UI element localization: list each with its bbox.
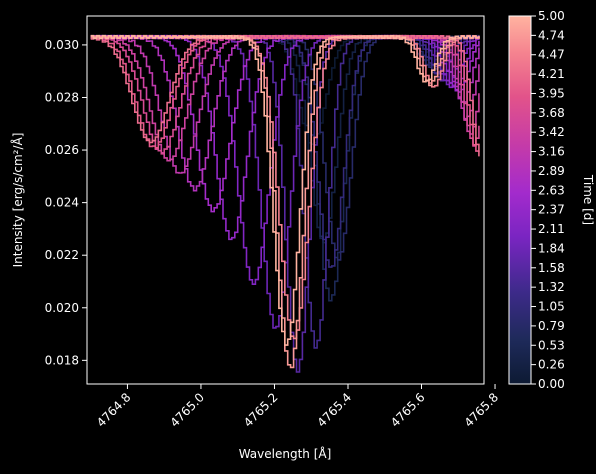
colorbar-tick-label: 3.68 — [538, 106, 565, 120]
y-tick-label: 0.018 — [45, 353, 79, 367]
colorbar-tick-label: 0.53 — [538, 338, 565, 352]
colorbar-label: Time [d] — [581, 174, 595, 225]
series-line — [90, 34, 480, 346]
colorbar-tick-label: 0.26 — [538, 358, 565, 372]
y-axis: 0.018 0.020 0.022 0.024 0.026 0.028 0.030 — [45, 38, 87, 367]
series-line — [90, 34, 480, 157]
y-tick-label: 0.026 — [45, 143, 79, 157]
x-tick-label: 4765.2 — [241, 390, 281, 430]
x-axis: 4764.8 4765.0 4765.2 4765.4 4765.6 4765.8 — [94, 384, 501, 430]
y-tick-label: 0.028 — [45, 90, 79, 104]
colorbar-tick-label: 3.42 — [538, 125, 565, 139]
series-layer — [90, 34, 480, 373]
colorbar-tick-label: 1.84 — [538, 241, 565, 255]
colorbar-ticks: 0.00 0.26 0.53 0.79 1.05 1.32 1.58 1.84 2.11 2.37… — [531, 9, 565, 391]
colorbar-tick-label: 2.89 — [538, 164, 565, 178]
y-axis-label: Intensity [erg/s/cm²/Å] — [10, 133, 25, 268]
colorbar-tick-label: 2.63 — [538, 183, 565, 197]
y-tick-label: 0.020 — [45, 301, 79, 315]
y-tick-label: 0.022 — [45, 248, 79, 262]
x-tick-label: 4765.8 — [462, 390, 502, 430]
colorbar-tick-label: 3.16 — [538, 145, 565, 159]
x-tick-label: 4764.8 — [94, 390, 134, 430]
colorbar-tick-label: 1.05 — [538, 300, 565, 314]
colorbar-tick-label: 2.37 — [538, 203, 565, 217]
colorbar-tick-label: 0.00 — [538, 377, 565, 391]
colorbar — [508, 15, 532, 385]
colorbar-tick-label: 3.95 — [538, 86, 565, 100]
y-tick-label: 0.024 — [45, 196, 79, 210]
x-tick-label: 4765.4 — [315, 390, 355, 430]
y-tick-label: 0.030 — [45, 38, 79, 52]
colorbar-tick-label: 0.79 — [538, 319, 565, 333]
colorbar-tick-label: 1.58 — [538, 261, 565, 275]
x-tick-label: 4765.6 — [388, 390, 428, 430]
colorbar-tick-label: 2.11 — [538, 222, 565, 236]
colorbar-tick-label: 4.74 — [538, 28, 565, 42]
colorbar-tick-label: 1.32 — [538, 280, 565, 294]
x-axis-label: Wavelength [Å] — [239, 446, 332, 461]
x-tick-label: 4765.0 — [167, 390, 207, 430]
plot-frame — [86, 15, 485, 385]
colorbar-tick-label: 4.47 — [538, 48, 565, 62]
colorbar-tick-label: 5.00 — [538, 9, 565, 23]
colorbar-tick-label: 4.21 — [538, 67, 565, 81]
